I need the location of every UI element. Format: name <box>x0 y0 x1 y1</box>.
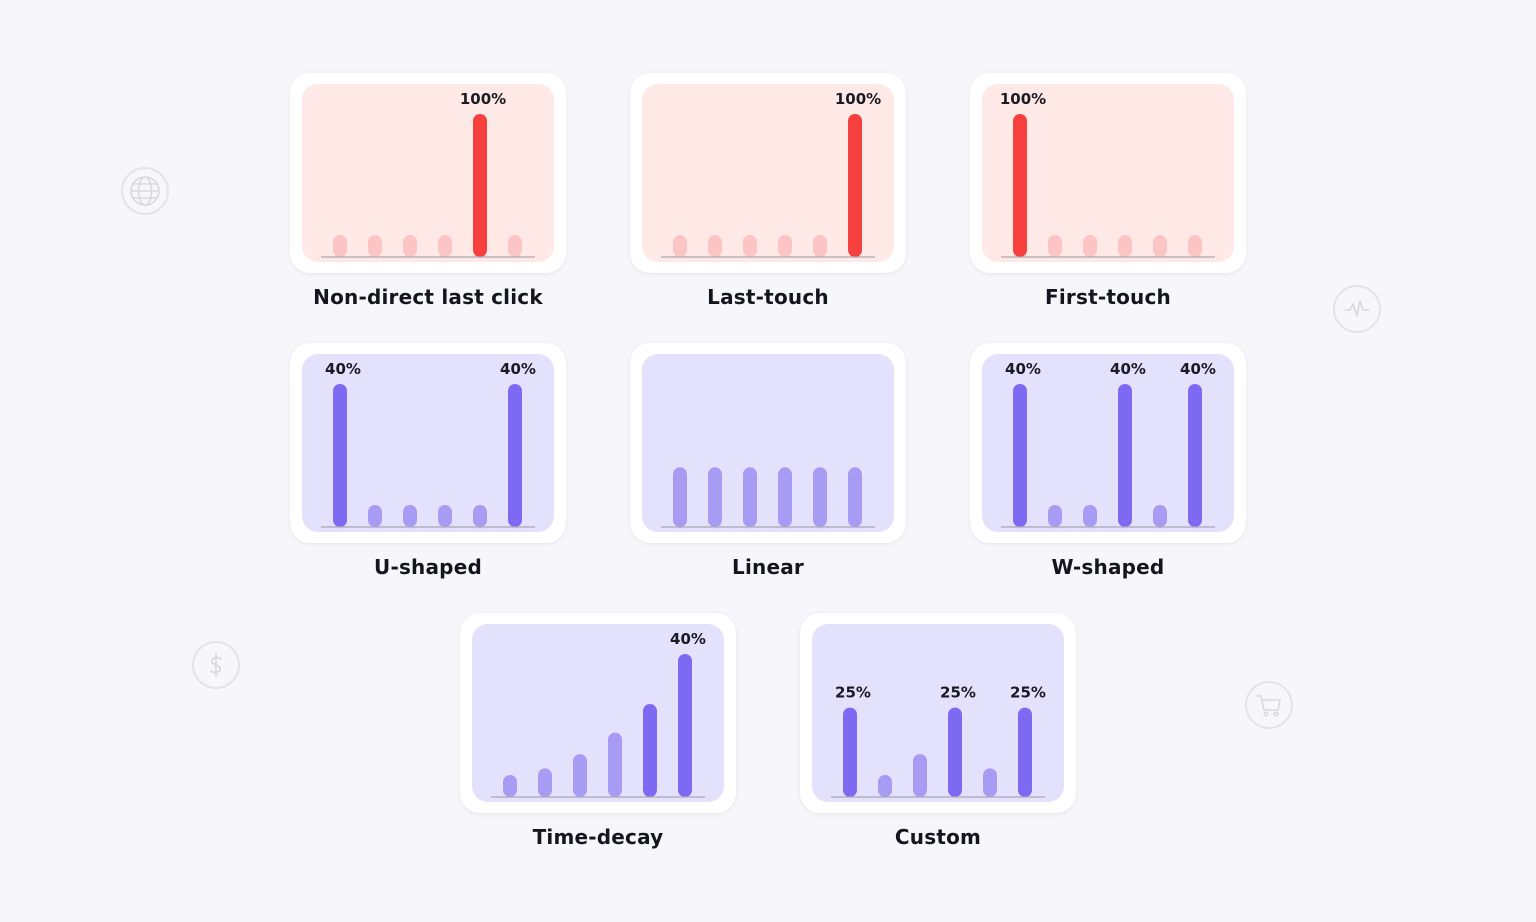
chart-title: Linear <box>732 555 804 579</box>
chart-title: W-shaped <box>1051 555 1165 579</box>
chart-plot-area: 100% <box>642 84 894 262</box>
chart-title: Custom <box>894 825 982 849</box>
chart-bar <box>333 384 347 527</box>
chart-card: 100% <box>290 73 566 273</box>
chart-card: 40% 40% <box>290 343 566 543</box>
chart-card: 100% <box>630 73 906 273</box>
chart-bar <box>1048 505 1062 527</box>
chart-bar <box>813 467 827 527</box>
cart-icon <box>1245 681 1293 729</box>
chart-bar <box>1188 384 1202 527</box>
chart-plot-area: 100% <box>302 84 554 262</box>
chart-card: 25% 25% 25% <box>800 613 1076 813</box>
chart-title: U-shaped <box>374 555 482 579</box>
chart-bar <box>1118 235 1132 257</box>
chart-bar <box>368 235 382 257</box>
chart-bar <box>508 235 522 257</box>
dollar-icon <box>192 641 240 689</box>
chart-data-label: 25% <box>1010 684 1046 702</box>
chart-data-label: 25% <box>835 684 871 702</box>
pulse-icon <box>1333 285 1381 333</box>
chart-title: First-touch <box>1045 285 1171 309</box>
chart-bar <box>1048 235 1062 257</box>
chart-bar <box>878 775 892 797</box>
chart-bar <box>848 114 862 257</box>
chart-data-label: 40% <box>1180 360 1216 378</box>
chart-bar <box>673 235 687 257</box>
chart-bar <box>778 235 792 257</box>
chart-bar <box>983 768 997 797</box>
chart-data-label: 100% <box>1000 90 1046 108</box>
chart-plot-area: 40% 40% 40% <box>982 354 1234 532</box>
chart-bar <box>1153 505 1167 527</box>
chart-bar <box>743 467 757 527</box>
chart-bar <box>948 707 962 797</box>
chart-card: 100% <box>970 73 1246 273</box>
chart-bar <box>368 505 382 527</box>
chart-bar <box>708 467 722 527</box>
chart-bar <box>708 235 722 257</box>
chart-bar <box>608 732 622 797</box>
chart-data-label: 100% <box>835 90 881 108</box>
chart-card: 40% <box>460 613 736 813</box>
chart-bar <box>1013 114 1027 257</box>
chart-bar <box>1083 505 1097 527</box>
chart-plot-area: 25% 25% 25% <box>812 624 1064 802</box>
chart-bar <box>473 505 487 527</box>
chart-data-label: 100% <box>460 90 506 108</box>
globe-icon <box>121 167 169 215</box>
chart-bar <box>473 114 487 257</box>
chart-data-label: 25% <box>940 684 976 702</box>
chart-card: 40% 40% 40% <box>970 343 1246 543</box>
chart-title: Non-direct last click <box>313 285 543 309</box>
chart-bar <box>438 505 452 527</box>
chart-bar <box>778 467 792 527</box>
chart-bar <box>1118 384 1132 527</box>
chart-bar <box>1153 235 1167 257</box>
chart-card <box>630 343 906 543</box>
chart-bar <box>438 235 452 257</box>
chart-bar <box>843 707 857 797</box>
chart-bar <box>573 754 587 797</box>
chart-data-label: 40% <box>1005 360 1041 378</box>
chart-plot-area <box>642 354 894 532</box>
chart-bar <box>848 467 862 527</box>
chart-bar <box>1018 707 1032 797</box>
chart-plot-area: 100% <box>982 84 1234 262</box>
chart-bar <box>508 384 522 527</box>
chart-data-label: 40% <box>1110 360 1146 378</box>
chart-plot-area: 40% <box>472 624 724 802</box>
chart-data-label: 40% <box>670 630 706 648</box>
chart-bar <box>813 235 827 257</box>
chart-bar <box>913 754 927 797</box>
chart-bar <box>643 704 657 797</box>
chart-title: Time-decay <box>532 825 664 849</box>
chart-bar <box>503 775 517 797</box>
chart-bar <box>403 235 417 257</box>
chart-bar <box>1013 384 1027 527</box>
chart-bar <box>333 235 347 257</box>
chart-bar <box>538 768 552 797</box>
chart-bar <box>743 235 757 257</box>
chart-bar <box>678 654 692 797</box>
chart-data-label: 40% <box>325 360 361 378</box>
chart-bar <box>1188 235 1202 257</box>
chart-bar <box>1083 235 1097 257</box>
chart-title: Last-touch <box>707 285 829 309</box>
chart-bar <box>403 505 417 527</box>
chart-plot-area: 40% 40% <box>302 354 554 532</box>
chart-data-label: 40% <box>500 360 536 378</box>
chart-bar <box>673 467 687 527</box>
